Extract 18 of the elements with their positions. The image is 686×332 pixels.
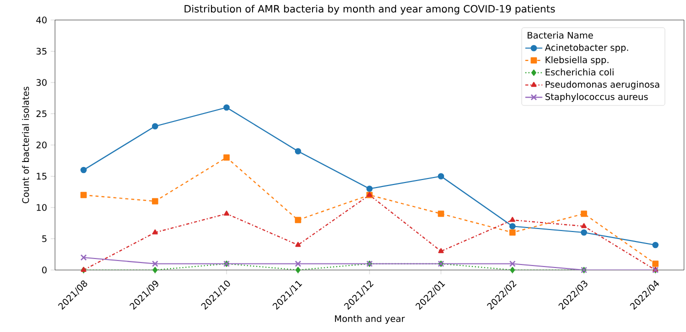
y-tick-label: 25 [36, 110, 46, 118]
y-tick-label: 35 [36, 48, 46, 55]
legend-label: Acinetobacter spp. [544, 44, 628, 53]
y-tick-label: 0 [42, 266, 47, 274]
x-axis-title: Month and year [335, 315, 405, 324]
y-tick-label: 40 [36, 16, 47, 24]
y-tick-label: 5 [42, 235, 46, 242]
y-axis-title: Count of bacterial isolates [22, 86, 29, 204]
y-tick-label: 30 [36, 79, 47, 86]
legend-title: Bacteria Name [528, 32, 593, 39]
legend-label: Klebsiella spp. [546, 56, 608, 65]
y-tick-label: 10 [36, 204, 47, 211]
legend-label: Pseudomonas aeruginosa [546, 80, 660, 90]
legend-label: Staphylococcus aureus [545, 93, 648, 102]
y-tick-label: 20 [36, 142, 47, 148]
chart-title: Distribution of AMR bacteria by month and year among COVID-19 patients [184, 4, 555, 15]
y-tick-label: 15 [36, 172, 46, 180]
legend-label: Escherichia coli [546, 68, 614, 76]
